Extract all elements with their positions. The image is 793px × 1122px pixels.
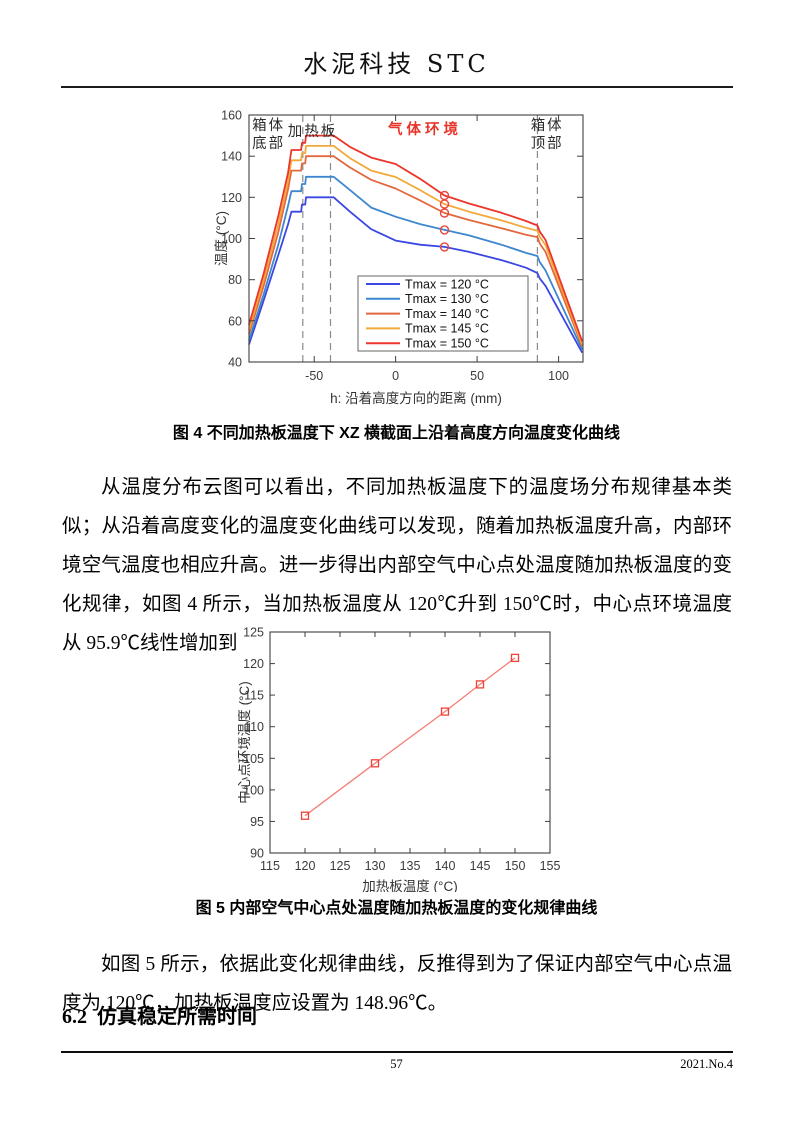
svg-text:140: 140 [435, 859, 456, 873]
page-number: 57 [390, 1057, 403, 1071]
figure-4-caption: 图 4 不同加热板温度下 XZ 横截面上沿着高度方向温度变化曲线 [172, 425, 621, 442]
issue-label: 2021.No.4 [680, 1057, 733, 1071]
svg-text:145: 145 [470, 859, 491, 873]
svg-text:125: 125 [330, 859, 351, 873]
data-marker [300, 811, 310, 820]
svg-text:加热板温度 (°C): 加热板温度 (°C) [362, 879, 457, 892]
svg-text:40: 40 [228, 356, 242, 370]
svg-text:100: 100 [243, 783, 264, 797]
figure-4-plot: -50 0 50 100 40 60 80 100 120 140 160 h: 沿着高度方向的距离 … [213, 106, 605, 418]
svg-text:加热板: 加热板 [288, 122, 338, 140]
svg-text:中心点环境温度 (°C): 中心点环境温度 (°C) [238, 681, 252, 803]
center-marker [439, 242, 450, 252]
paragraph-1: 从温度分布云图可以看出，不同加热板温度下的温度场分布规律基本类似；从沿着高度变化… [62, 476, 732, 654]
header-rule [61, 86, 733, 88]
svg-text:50: 50 [470, 369, 484, 383]
svg-text:155: 155 [540, 859, 561, 873]
svg-text:160: 160 [221, 109, 242, 123]
svg-text:温度 (°C): 温度 (°C) [214, 211, 229, 266]
svg-text:125: 125 [243, 626, 264, 640]
svg-text:150: 150 [505, 859, 526, 873]
figure-5: 115 120 125 130 135 140 145 150 155 90 95 100 105 110… [237, 626, 572, 894]
figure-5-plot: 115 120 125 130 135 140 145 150 155 90 95 100 105 110… [237, 626, 572, 894]
data-marker [440, 707, 450, 716]
figure-4: -50 0 50 100 40 60 80 100 120 140 160 h: 沿着高度方向的距离 … [213, 106, 605, 418]
series-line [248, 196, 583, 354]
svg-text:箱体: 箱体 [531, 117, 564, 134]
svg-text:120: 120 [243, 657, 264, 671]
center-marker [439, 225, 450, 235]
svg-text:箱体: 箱体 [252, 117, 285, 134]
data-marker [510, 653, 520, 663]
svg-text:120: 120 [295, 859, 316, 873]
paragraph-2: 如图 5 所示，依据此变化规律曲线，反推得到为了保证内部空气中心点温度为 120… [62, 953, 732, 1014]
svg-text:-50: -50 [305, 369, 323, 383]
svg-text:100: 100 [548, 369, 569, 383]
svg-text:Tmax = 140 °C: Tmax = 140 °C [405, 307, 489, 321]
footer-rule [61, 1051, 733, 1053]
svg-text:110: 110 [244, 720, 264, 734]
svg-text:Tmax = 150 °C: Tmax = 150 °C [405, 337, 489, 351]
section-heading-6-2: 6.2 仿真稳定所需时间 [62, 1000, 257, 1029]
series-line [248, 134, 584, 342]
svg-text:0: 0 [392, 369, 399, 383]
series-line [304, 657, 516, 817]
series-line [248, 145, 584, 345]
svg-text:气体环境: 气体环境 [387, 120, 462, 138]
section-number: 6.2 [62, 1006, 87, 1028]
data-marker [475, 680, 485, 689]
svg-text:顶部: 顶部 [531, 135, 564, 152]
figure-5-chart: 115 120 125 130 135 140 145 150 155 90 95 100 105 110… [237, 626, 572, 897]
svg-text:Tmax = 120 °C: Tmax = 120 °C [405, 277, 489, 291]
series-line [248, 155, 584, 347]
svg-text:135: 135 [400, 859, 421, 873]
center-marker [439, 190, 450, 201]
series-line [248, 175, 584, 350]
svg-text:90: 90 [250, 847, 264, 861]
svg-text:140: 140 [221, 150, 242, 164]
data-marker [370, 759, 380, 768]
svg-text:h: 沿着高度方向的距离 (mm): h: 沿着高度方向的距离 (mm) [330, 390, 502, 406]
svg-text:80: 80 [228, 273, 242, 287]
svg-text:130: 130 [365, 859, 386, 873]
svg-text:115: 115 [244, 689, 264, 703]
svg-text:100: 100 [221, 232, 242, 246]
svg-text:105: 105 [243, 752, 264, 766]
svg-text:Tmax = 130 °C: Tmax = 130 °C [405, 292, 489, 306]
center-marker [439, 208, 450, 218]
svg-text:Tmax = 145 °C: Tmax = 145 °C [405, 322, 489, 336]
journal-title: 水泥科技 STC [303, 50, 490, 78]
svg-text:95: 95 [250, 815, 264, 829]
svg-text:60: 60 [228, 314, 242, 328]
svg-text:120: 120 [221, 191, 242, 205]
svg-text:底部: 底部 [252, 135, 285, 152]
svg-text:115: 115 [260, 859, 280, 873]
figure-5-caption: 图 5 内部空气中心点处温度随加热板温度的变化规律曲线 [195, 900, 598, 917]
section-title: 仿真稳定所需时间 [97, 1006, 257, 1028]
figure-4-chart: -50 0 50 100 40 60 80 100 120 140 160 h: 沿着高度方向的距离 … [213, 106, 605, 423]
